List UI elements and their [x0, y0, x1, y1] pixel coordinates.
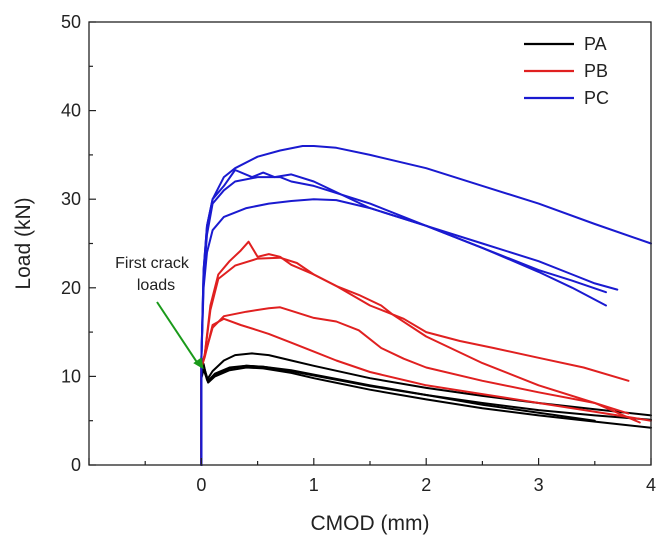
- y-tick-label: 30: [61, 189, 81, 209]
- legend: PA PB PC: [524, 34, 609, 108]
- x-tick-label: 4: [646, 475, 656, 495]
- legend-label-pc: PC: [584, 88, 609, 108]
- y-axis-title: Load (kN): [12, 197, 35, 289]
- series-line-3: [200, 366, 652, 466]
- series-line-5: [200, 240, 630, 466]
- y-tick-label: 0: [71, 455, 81, 475]
- series-line-2: [200, 364, 652, 466]
- x-tick-label: 2: [421, 475, 431, 495]
- series-line-4: [200, 364, 596, 466]
- x-tick-label: 0: [196, 475, 206, 495]
- x-tick-label: 3: [534, 475, 544, 495]
- series-line-12: [200, 198, 607, 466]
- series-line-8: [200, 317, 652, 466]
- annotation-line-1: First crack: [115, 255, 190, 272]
- series-line-9: [200, 145, 652, 466]
- annotation-line-2: loads: [137, 277, 175, 294]
- series-line-10: [200, 169, 619, 466]
- y-tick-label: 40: [61, 101, 81, 121]
- y-tick-label: 50: [61, 12, 81, 32]
- y-tick-label: 10: [61, 366, 81, 386]
- annotation-arrow-head: [193, 357, 204, 370]
- series-layer: [200, 145, 652, 466]
- annotation-layer: First crack loads: [115, 255, 204, 370]
- annotation-arrow-shaft: [156, 301, 199, 364]
- legend-label-pa: PA: [584, 34, 607, 54]
- x-axis-title: CMOD (mm): [311, 512, 430, 535]
- legend-label-pb: PB: [584, 61, 608, 81]
- y-tick-label: 20: [61, 278, 81, 298]
- x-tick-label: 1: [309, 475, 319, 495]
- series-line-6: [200, 256, 641, 466]
